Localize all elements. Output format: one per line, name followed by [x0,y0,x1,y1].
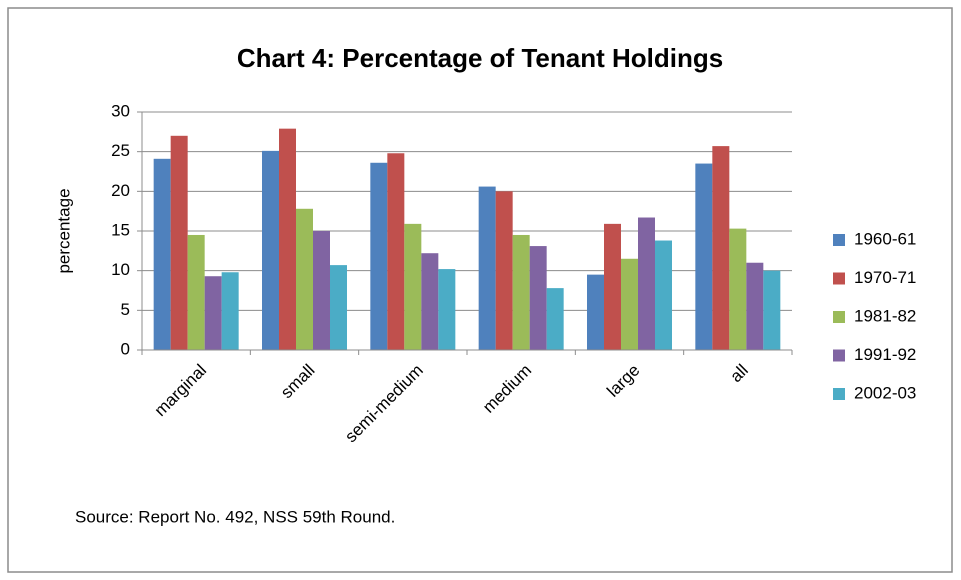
bar [153,158,171,350]
bar [495,191,513,350]
y-tick-label: 0 [121,339,130,358]
bar [387,153,405,350]
chart-title: Chart 4: Percentage of Tenant Holdings [237,43,723,73]
legend-swatch [833,272,845,285]
legend-swatch [833,311,845,323]
bar [262,150,279,350]
legend-label: 1960-61 [854,229,916,248]
bar [204,276,222,350]
legend-swatch [833,234,845,246]
legend-swatch [833,349,845,362]
bar [313,231,330,350]
bar [170,135,188,350]
bar [695,163,713,350]
source-note: Source: Report No. 492, NSS 59th Round. [75,507,395,526]
bar [763,270,781,350]
bar [370,162,388,350]
bar [421,253,439,350]
bar [187,234,205,350]
bar [404,223,422,350]
bar [546,288,564,350]
legend-label: 1981-82 [854,306,916,325]
legend-label: 1970-71 [854,268,916,287]
y-tick-label: 10 [111,260,130,279]
bar [279,128,296,350]
legend-swatch [833,388,845,400]
y-tick-label: 25 [111,141,130,160]
bar [296,208,313,350]
y-axis-label: percentage [54,188,73,273]
bar [621,258,638,350]
legend-label: 1991-92 [854,345,916,364]
bar [746,262,764,350]
y-tick-label: 30 [111,101,130,120]
bar [221,272,239,350]
bar [330,265,347,350]
bar [438,269,456,350]
bar [478,186,496,350]
bar [604,223,621,350]
bar [712,146,730,350]
bar [512,234,530,350]
bar [729,228,747,350]
bar [529,246,547,350]
y-tick-label: 5 [121,300,130,319]
legend-label: 2002-03 [854,383,916,402]
bar [638,217,655,350]
bar [655,240,672,350]
y-tick-label: 20 [111,181,130,200]
bar [587,274,604,350]
y-tick-label: 15 [111,220,130,239]
